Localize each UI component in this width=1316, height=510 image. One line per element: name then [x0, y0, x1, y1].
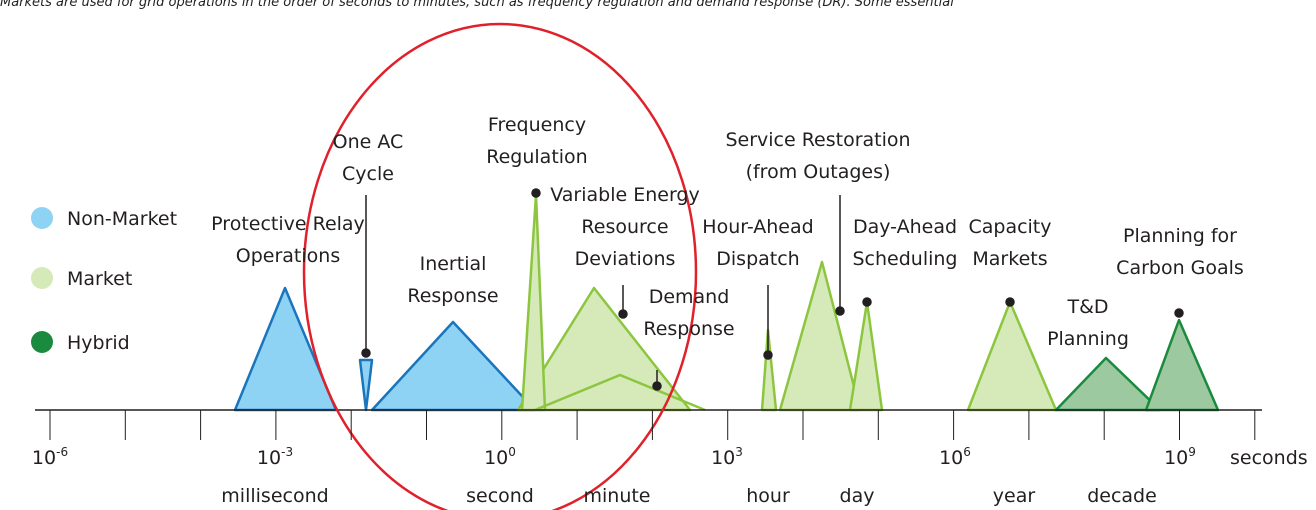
tick-label: 10-6 — [32, 445, 68, 469]
axis-unit: seconds — [1230, 447, 1308, 469]
pin — [763, 350, 773, 360]
label: Resource — [581, 216, 668, 238]
tick-base: 10 — [484, 447, 508, 469]
tick-label: 103 — [711, 445, 743, 469]
label: Hour-Ahead — [702, 216, 813, 238]
label: Response — [407, 285, 498, 307]
legend-label: Non-Market — [67, 208, 177, 230]
label: Capacity — [968, 216, 1051, 238]
pin — [618, 309, 628, 319]
label: Dispatch — [716, 248, 799, 270]
shape — [848, 300, 884, 412]
tick-label: 10-3 — [257, 445, 293, 469]
tick-exp: 6 — [963, 445, 971, 459]
tick-base: 10 — [711, 447, 735, 469]
tick-base: 10 — [257, 447, 281, 469]
label: Frequency — [488, 114, 586, 136]
pin — [361, 348, 371, 358]
label: Scheduling — [852, 248, 957, 270]
label: Variable Energy — [550, 184, 700, 206]
label: Markets — [972, 248, 1047, 270]
label: T&D — [1066, 296, 1108, 318]
tick-base: 10 — [939, 447, 963, 469]
caption: Markets are used for grid operations in … — [0, 0, 954, 10]
pin — [835, 306, 845, 316]
unit-label: day — [840, 485, 875, 507]
pin — [862, 297, 872, 307]
label: Regulation — [486, 146, 587, 168]
label: Cycle — [342, 163, 394, 185]
label: Planning for — [1123, 225, 1237, 247]
label: Day-Ahead — [853, 216, 957, 238]
pin — [1174, 308, 1184, 318]
legend-label: Hybrid — [67, 332, 130, 354]
shape — [778, 260, 862, 412]
shape — [370, 320, 537, 412]
label: One AC — [333, 131, 404, 153]
tick-label: 100 — [484, 445, 516, 469]
label: Deviations — [575, 248, 676, 270]
tick-exp: -3 — [281, 445, 293, 459]
unit-label: second — [466, 485, 534, 507]
label: Demand — [649, 286, 730, 308]
pins — [361, 188, 1184, 391]
label: Inertial — [420, 253, 487, 275]
legend-label: Market — [67, 268, 132, 290]
labels: Non-Market Market Hybrid Protective Relay Op… — [31, 114, 1308, 507]
unit-label: millisecond — [221, 485, 328, 507]
unit-label: decade — [1087, 485, 1157, 507]
pin — [652, 381, 662, 391]
shape — [358, 358, 374, 412]
tick-exp: 9 — [1188, 445, 1196, 459]
shape — [534, 373, 706, 412]
shape — [760, 328, 778, 412]
shape — [1054, 356, 1162, 412]
legend-swatch — [31, 267, 53, 289]
label: Protective Relay — [211, 213, 365, 235]
unit-label: year — [993, 485, 1036, 507]
tick-label: 106 — [939, 445, 971, 469]
label: (from Outages) — [746, 161, 891, 183]
label: Service Restoration — [725, 129, 910, 151]
shape — [233, 286, 338, 412]
pin — [1005, 297, 1015, 307]
tick-exp: -6 — [56, 445, 68, 459]
tick-base: 10 — [1164, 447, 1188, 469]
tick-label: 109 — [1164, 445, 1196, 469]
highlight-ellipse — [302, 22, 698, 510]
pin — [531, 188, 541, 198]
unit-label: hour — [746, 485, 790, 507]
tick-base: 10 — [32, 447, 56, 469]
label: Operations — [236, 245, 340, 267]
shape — [966, 300, 1058, 412]
tick-exp: 3 — [735, 445, 743, 459]
label: Planning — [1047, 328, 1129, 350]
label: Carbon Goals — [1116, 257, 1244, 279]
label: Response — [643, 318, 734, 340]
legend-swatch — [31, 207, 53, 229]
shape — [520, 193, 547, 412]
tick-exp: 0 — [508, 445, 516, 459]
unit-label: minute — [583, 485, 650, 507]
shape — [1144, 318, 1220, 412]
legend-swatch — [31, 331, 53, 353]
